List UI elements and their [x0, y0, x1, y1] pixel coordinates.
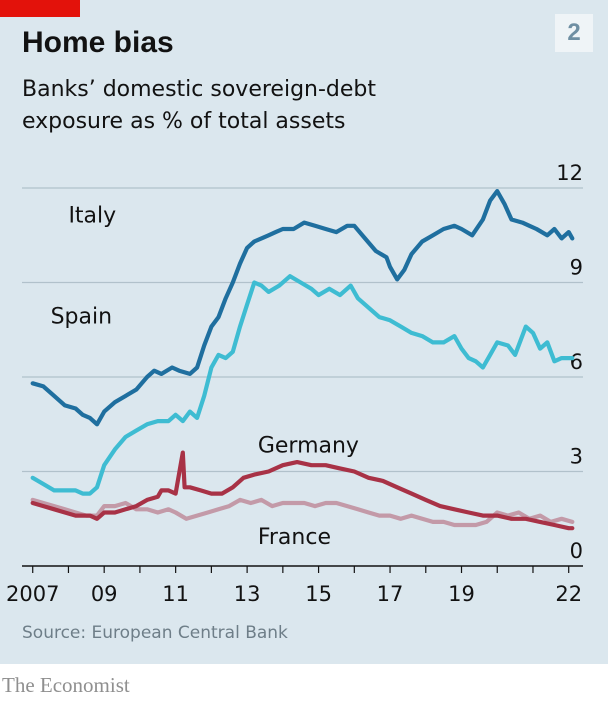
- series-line-france: [30, 497, 575, 528]
- chart-subtitle: Banks’ domestic sovereign-debt exposure …: [22, 77, 377, 134]
- x-tick-label-17: 17: [377, 582, 404, 606]
- series-label-spain: Spain: [51, 304, 112, 329]
- series-line-italy: [30, 189, 575, 427]
- y-tick-label-0: 0: [570, 539, 583, 563]
- line-chart: 0 3 6 9 12 2007 09 11 13 15 17 19 22 Italy Spain Germ…: [6, 161, 583, 606]
- x-tick-label-2007: 2007: [6, 582, 59, 606]
- x-tick-label-09: 09: [91, 582, 118, 606]
- y-tick-label-6: 6: [570, 350, 583, 374]
- series-label-france: France: [258, 525, 331, 550]
- gridlines: [22, 187, 583, 473]
- y-tick-label-12: 12: [556, 161, 583, 185]
- series-label-germany: Germany: [258, 434, 359, 459]
- y-tick-label-9: 9: [570, 256, 583, 280]
- series-lines: [30, 189, 575, 531]
- x-axis: 2007 09 11 13 15 17 19 22: [6, 565, 583, 606]
- y-tick-labels: 0 3 6 9 12: [556, 161, 583, 563]
- series-line-spain: [30, 274, 575, 496]
- series-line-germany: [30, 450, 575, 531]
- x-tick-label-19: 19: [448, 582, 475, 606]
- source-note: Source: European Central Bank: [22, 623, 288, 643]
- y-tick-label-3: 3: [570, 445, 583, 469]
- chart-number-badge-bg: [555, 14, 593, 52]
- series-label-italy: Italy: [68, 204, 116, 229]
- chart-number-badge: 2: [567, 19, 581, 46]
- x-tick-label-22: 22: [555, 582, 582, 606]
- publisher-logo: The Economist: [2, 673, 130, 697]
- x-tick-label-15: 15: [305, 582, 332, 606]
- chart-title: Home bias: [22, 26, 174, 59]
- series-labels: Italy Spain Germany France: [51, 204, 359, 550]
- brand-red-tag: [0, 0, 80, 17]
- x-tick-label-13: 13: [234, 582, 261, 606]
- chart-panel: [0, 0, 608, 664]
- x-tick-label-11: 11: [162, 582, 189, 606]
